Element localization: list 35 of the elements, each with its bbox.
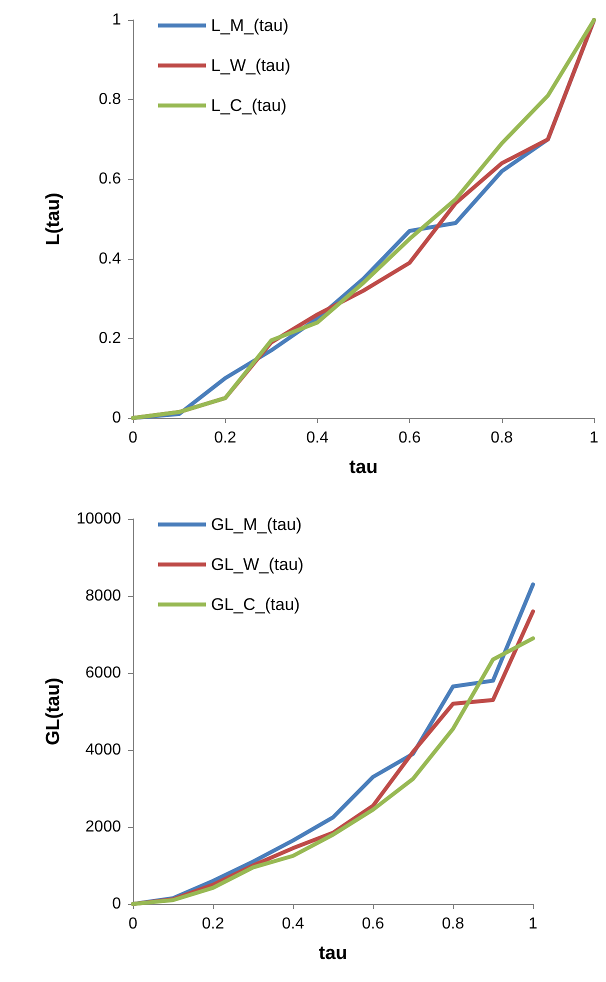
legend-label: L_C_(tau) [211, 96, 287, 115]
y-tick-label: 0.4 [98, 250, 122, 268]
legend-label: GL_M_(tau) [211, 515, 302, 534]
legend-label: L_M_(tau) [211, 16, 288, 35]
y-tick-label: 0.2 [98, 330, 122, 347]
y-tick-label: 0.8 [98, 91, 122, 108]
x-tick-label: 0.2 [214, 430, 236, 446]
legend-label: GL_C_(tau) [211, 595, 300, 614]
x-tick-label: 1 [590, 430, 599, 446]
y-tick-label: 10000 [76, 510, 122, 528]
x-tick-label: 0 [128, 430, 138, 446]
y-tick-label: 0 [112, 896, 122, 912]
y-tick-label: 4000 [85, 742, 122, 758]
x-tick-label: 0.4 [282, 916, 304, 932]
y-tick-label: 0.6 [98, 170, 122, 188]
x-tick-label: 0.2 [202, 916, 224, 932]
y-tick-label: 1 [112, 12, 122, 28]
x-tick-label: 0.4 [306, 430, 329, 446]
line-series [131, 18, 596, 420]
x-axis-title: tau [318, 943, 348, 964]
x-tick-label: 0.6 [398, 430, 421, 446]
y-tick-label: 2000 [85, 818, 122, 836]
x-tick-label: 0.6 [362, 916, 384, 932]
y-tick-label: 8000 [85, 588, 122, 604]
legend-label: GL_W_(tau) [211, 555, 304, 574]
y-axis-title: L(tau) [43, 192, 64, 246]
y-tick-label: 6000 [85, 664, 122, 682]
y-tick-label: 0 [112, 410, 122, 426]
x-tick-label: 0 [128, 916, 138, 932]
legend-label: L_W_(tau) [211, 56, 290, 75]
y-axis-title: GL(tau) [43, 678, 64, 746]
x-tick-label: 0.8 [442, 916, 464, 932]
x-tick-label: 0.8 [490, 430, 514, 446]
x-axis-title: tau [349, 457, 378, 478]
x-tick-label: 1 [528, 916, 538, 932]
